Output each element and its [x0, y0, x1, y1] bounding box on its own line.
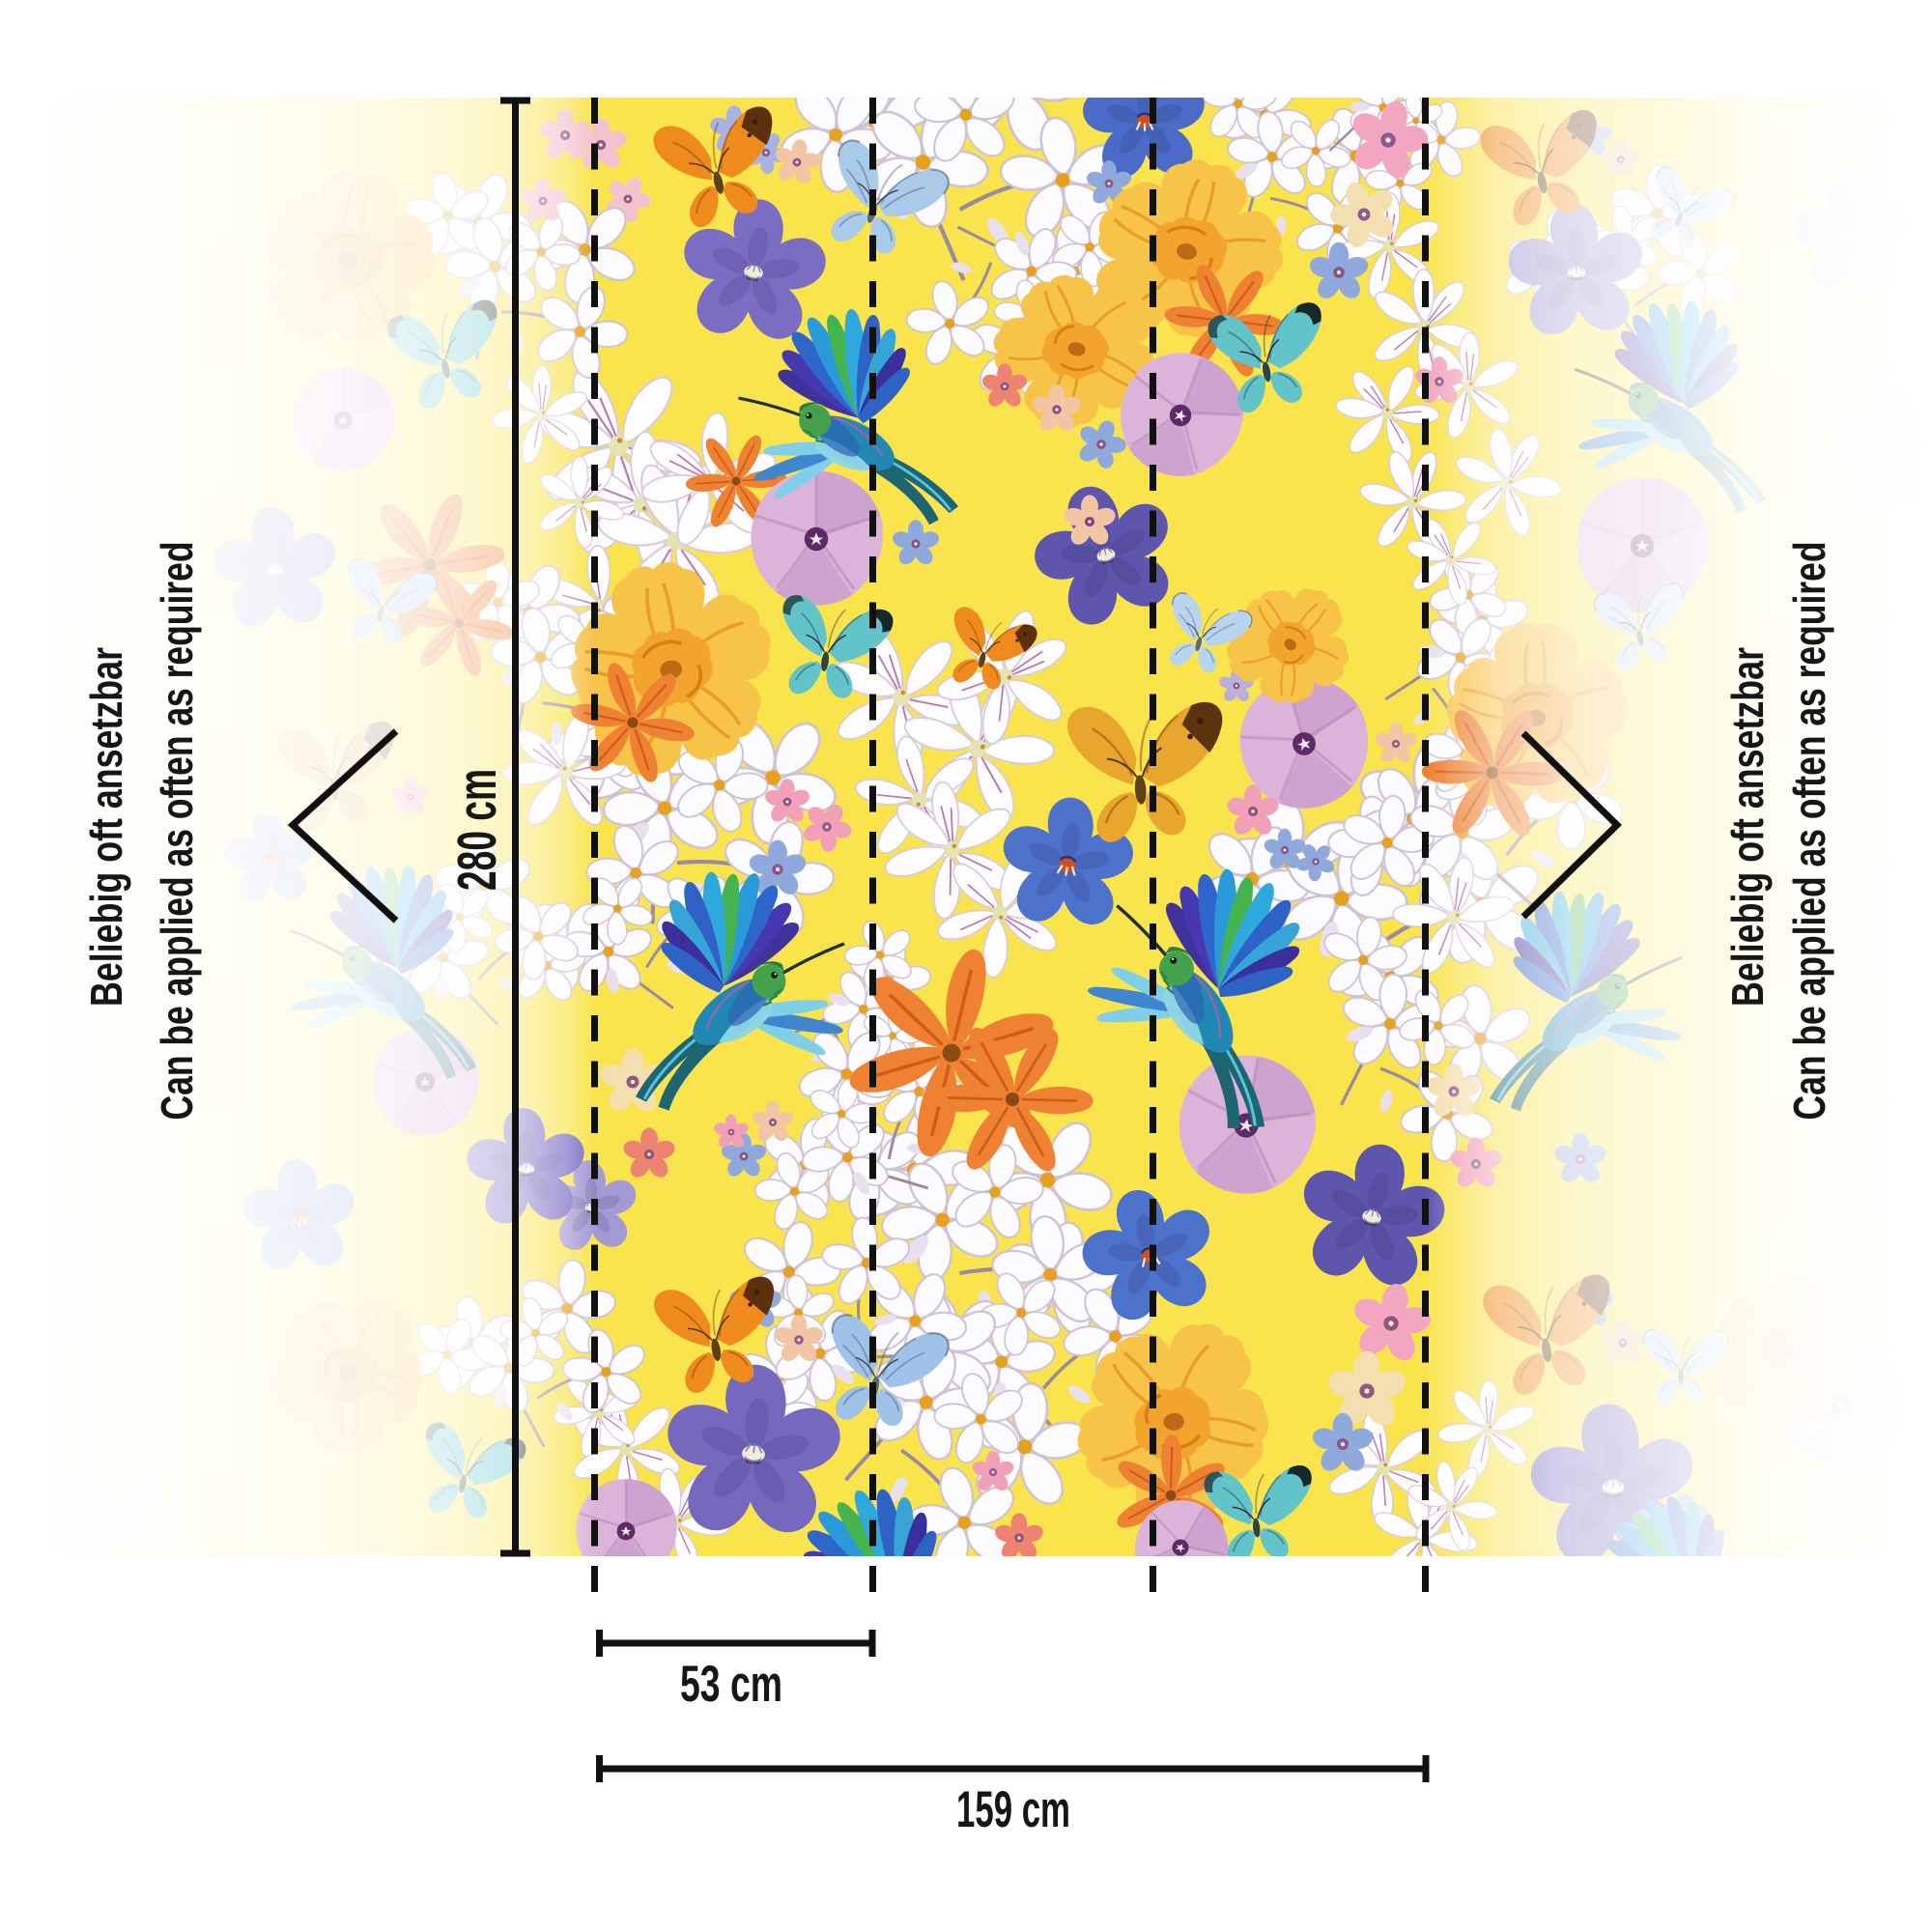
svg-text:Beliebig oft ansetzbar: Beliebig oft ansetzbar: [1722, 647, 1773, 1007]
svg-text:Beliebig oft ansetzbar: Beliebig oft ansetzbar: [81, 647, 131, 1007]
svg-text:Can be applied as often as req: Can be applied as often as required: [1784, 542, 1834, 1121]
svg-text:Can be applied as often as req: Can be applied as often as required: [152, 542, 202, 1121]
svg-text:159 cm: 159 cm: [956, 1781, 1070, 1838]
svg-text:280 cm: 280 cm: [446, 769, 508, 891]
svg-text:53 cm: 53 cm: [680, 1656, 782, 1713]
